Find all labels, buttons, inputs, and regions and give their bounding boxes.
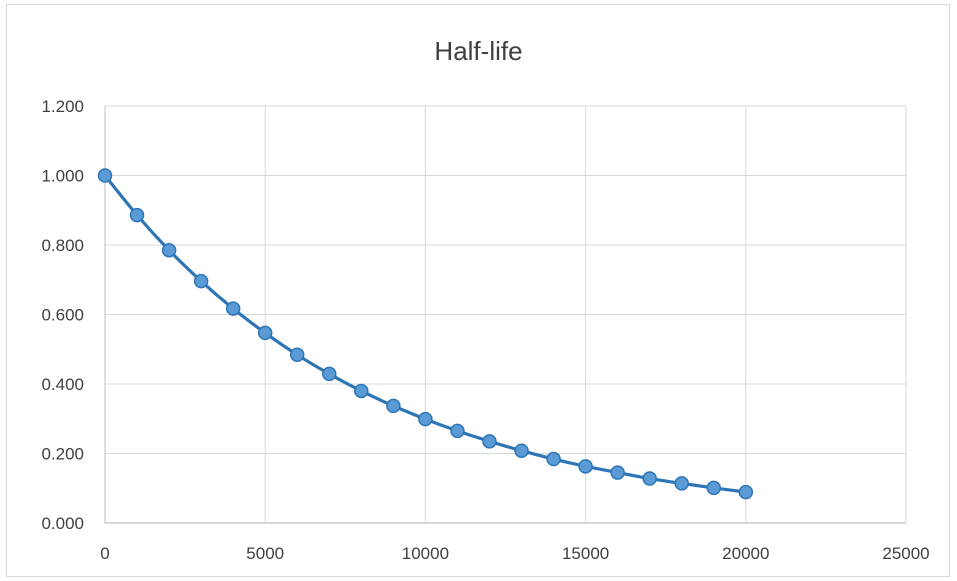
y-tick-label: 0.400 [41,375,84,394]
data-point [546,451,561,467]
chart-frame [6,4,950,577]
x-tick-label: 25000 [882,544,929,563]
y-tick-label: 0.200 [41,445,84,464]
data-point [610,465,625,480]
series-layer [97,168,754,500]
data-point [322,366,337,382]
grid-lines [105,105,907,523]
data-point [193,273,209,289]
data-point [161,242,177,258]
y-tick-label: 0.800 [41,236,84,255]
data-point [289,347,305,363]
data-point [418,411,433,427]
data-point [129,207,145,223]
data-point [578,459,593,474]
x-tick-label: 10000 [402,544,449,563]
data-point [257,325,273,341]
data-point [97,168,113,183]
data-point [738,484,754,500]
data-point [450,423,465,439]
data-point [225,301,241,316]
data-point [482,434,497,449]
y-tick-labels: 0.000 0.200 0.400 0.600 0.800 1.000 1.200 [41,97,84,533]
data-point [674,476,689,491]
chart-title: Half-life [434,36,523,66]
x-tick-label: 0 [100,544,109,563]
data-point [514,443,529,458]
y-tick-label: 1.200 [41,97,84,116]
y-tick-label: 1.000 [41,167,84,186]
x-tick-label: 5000 [246,544,284,563]
data-point [706,480,722,496]
x-tick-label: 20000 [722,544,769,563]
data-point [386,398,401,414]
x-tick-labels: 0 5000 10000 15000 20000 25000 [100,544,929,563]
y-tick-label: 0.600 [41,306,84,325]
data-point [642,471,657,486]
x-tick-label: 15000 [562,544,609,563]
data-point [354,383,369,399]
y-tick-label: 0.000 [41,514,84,533]
